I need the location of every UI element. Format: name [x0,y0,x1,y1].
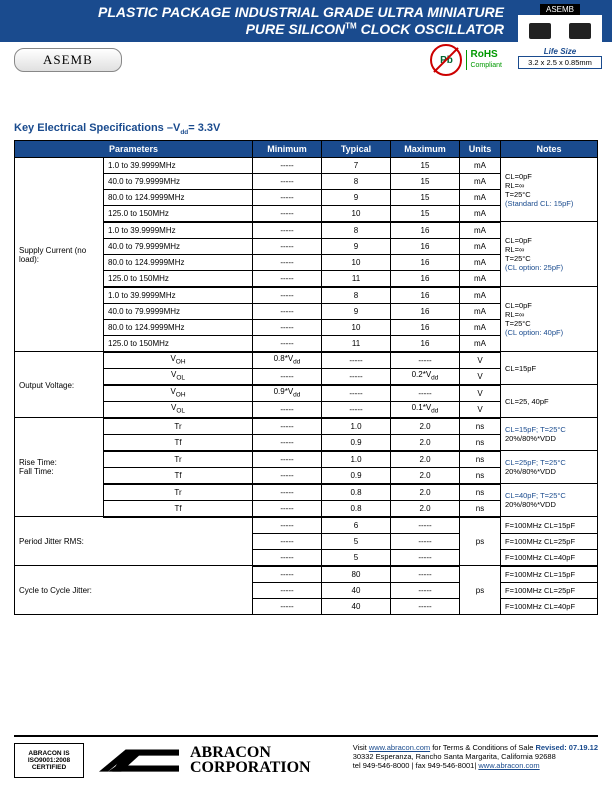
ov-param: Output Voltage: [15,352,104,418]
col-notes: Notes [501,140,598,157]
supply-param: Supply Current (no load): [15,157,104,352]
chip-icon [569,23,591,39]
rt-param: Rise Time: Fall Time: [15,418,104,517]
compliance-badges: Pb RoHS Compliant [430,44,502,76]
table-row: Supply Current (no load): 1.0 to 39.9999… [15,157,598,173]
col-min: Minimum [253,140,322,157]
chip-image [518,15,602,47]
col-units: Units [460,140,501,157]
footer-url2[interactable]: www.abracon.com [478,761,539,770]
supply-notes-3: CL=0pFRL=∞T=25°C(CL option: 40pF) [501,287,598,352]
table-row: Period Jitter RMS:-----6-----psF=100MHz … [15,517,598,534]
pb-free-icon: Pb [430,44,462,76]
cc-param: Cycle to Cycle Jitter: [15,566,253,615]
chip-info-box: ASEMB Life Size 3.2 x 2.5 x 0.85mm [518,4,602,69]
table-row: Rise Time: Fall Time: Tr-----1.02.0ns CL… [15,418,598,435]
header-line1: PLASTIC PACKAGE INDUSTRIAL GRADE ULTRA M… [98,4,504,20]
dimensions: 3.2 x 2.5 x 0.85mm [518,56,602,69]
section-title: Key Electrical Specifications –Vdd= 3.3V [14,122,612,136]
pj-param: Period Jitter RMS: [15,517,253,566]
logo-area: ABRACONCORPORATION [94,743,311,778]
col-parameters: Parameters [15,140,253,157]
footer: ABRACON ISISO9001:2008CERTIFIED ABRACONC… [14,735,598,778]
tm-mark: TM [345,21,357,30]
chip-label: ASEMB [540,4,580,15]
table-row: Cycle to Cycle Jitter:-----80-----psF=10… [15,566,598,583]
product-name-tab: ASEMB [14,48,122,72]
footer-contact: Visit www.abracon.com for Terms & Condit… [353,743,598,778]
corp-name: ABRACONCORPORATION [190,746,311,775]
table-header-row: Parameters Minimum Typical Maximum Units… [15,140,598,157]
col-typ: Typical [322,140,391,157]
abracon-logo-icon [94,745,184,777]
header-line2a: PURE SILICON [246,21,346,37]
col-max: Maximum [391,140,460,157]
footer-url[interactable]: www.abracon.com [369,743,430,752]
chip-icon [529,23,551,39]
rohs-icon: RoHS Compliant [466,50,502,70]
supply-notes-1: CL=0pFRL=∞T=25°C(Standard CL: 15pF) [501,157,598,222]
supply-notes-2: CL=0pFRL=∞T=25°C(CL option: 25pF) [501,222,598,287]
table-row: Output Voltage: VOH 0.8*Vdd ----------V … [15,352,598,369]
header-line2b: CLOCK OSCILLATOR [357,21,504,37]
spec-table: Parameters Minimum Typical Maximum Units… [14,140,598,615]
cert-box: ABRACON ISISO9001:2008CERTIFIED [14,743,84,778]
lifesize-label: Life Size [518,47,602,56]
